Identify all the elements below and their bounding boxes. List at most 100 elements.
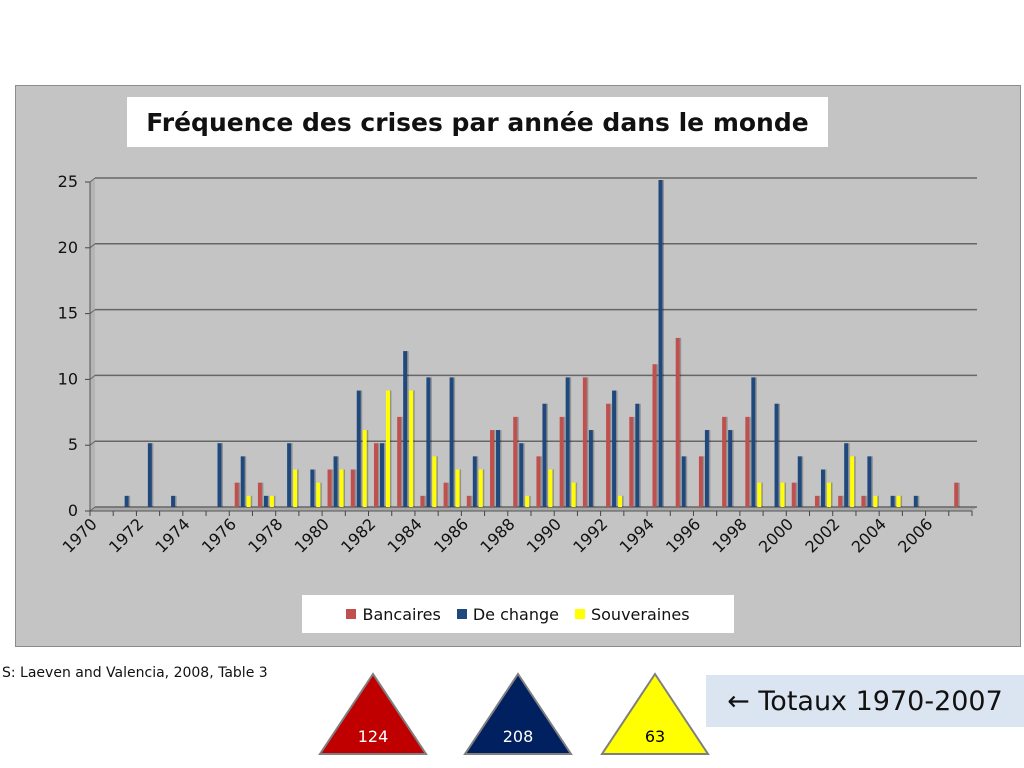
bar-shadow-bancaires <box>679 337 682 507</box>
bar-bancaires <box>327 469 332 507</box>
bar-shadow-bancaires <box>261 482 264 507</box>
bar-shadow-de-change <box>523 443 525 507</box>
legend-swatch-de-change <box>456 609 467 619</box>
x-tick-label: 2006 <box>894 514 936 556</box>
bar-shadow-souveraines <box>482 469 485 507</box>
x-tick-label: 1982 <box>337 514 379 556</box>
bar-de-change <box>310 469 315 507</box>
total-value-souveraines: 63 <box>644 727 666 746</box>
bar-bancaires <box>652 364 657 507</box>
bar-de-change <box>913 495 918 507</box>
bar-shadow-de-change <box>151 443 154 507</box>
bar-shadow-de-change <box>291 443 293 507</box>
x-tick-label: 2002 <box>801 514 843 556</box>
legend-swatch-souveraines <box>574 609 585 619</box>
bar-bancaires <box>490 430 495 507</box>
bar-shadow-bancaires <box>702 456 705 507</box>
bar-shadow-de-change <box>267 495 270 507</box>
x-tick-label: 1998 <box>708 514 750 556</box>
bar-souveraines <box>385 390 390 507</box>
bar-de-change <box>217 443 222 507</box>
bar-de-change <box>844 443 849 507</box>
bar-de-change <box>240 456 245 507</box>
bar-shadow-bancaires <box>795 482 798 507</box>
bar-shadow-bancaires <box>447 482 450 507</box>
bar-souveraines <box>873 495 878 507</box>
totals-label: ← Totaux 1970-2007 <box>727 685 1003 717</box>
bar-shadow-bancaires <box>238 482 241 507</box>
bar-shadow-bancaires <box>633 416 635 507</box>
bar-shadow-de-change <box>337 456 340 507</box>
legend-label-souveraines: Souveraines <box>590 604 690 624</box>
bar-de-change <box>588 430 593 507</box>
bar-de-change <box>147 443 152 507</box>
bar-shadow-de-change <box>848 443 850 507</box>
y-tick-label: 10 <box>58 369 78 388</box>
bar-shadow-bancaires <box>401 416 403 507</box>
bar-souveraines <box>246 495 251 507</box>
x-tick-label: 1974 <box>151 514 193 556</box>
bar-shadow-bancaires <box>494 430 496 507</box>
legend-label-de-change: De change <box>472 604 559 624</box>
total-value-de-change: 208 <box>502 727 534 746</box>
bar-shadow-bancaires <box>424 495 426 507</box>
bar-bancaires <box>838 495 843 507</box>
bar-shadow-bancaires <box>610 403 612 507</box>
bar-shadow-souveraines <box>552 469 554 507</box>
bar-shadow-souveraines <box>900 495 903 507</box>
bar-bancaires <box>629 416 634 507</box>
bar-de-change <box>263 495 268 507</box>
x-tick-label: 1992 <box>569 514 611 556</box>
bar-bancaires <box>954 482 959 507</box>
plot-area <box>90 182 972 511</box>
bar-shadow-de-change <box>592 430 595 507</box>
legend-item-bancaires: Bancaires <box>346 605 441 624</box>
bar-de-change <box>356 390 361 507</box>
bar-souveraines <box>757 482 762 507</box>
bar-de-change <box>797 456 802 507</box>
source-note: S: Laeven and Valencia, 2008, Table 3 <box>2 665 268 681</box>
bar-de-change <box>287 443 292 507</box>
bar-de-change <box>333 456 338 507</box>
bar-shadow-souveraines <box>320 482 322 507</box>
bar-shadow-de-change <box>128 495 131 507</box>
bar-souveraines <box>293 469 298 507</box>
bar-shadow-bancaires <box>958 482 960 507</box>
bar-shadow-bancaires <box>331 469 334 507</box>
bar-de-change <box>635 403 640 507</box>
x-tick-label: 1970 <box>59 514 101 556</box>
bar-shadow-bancaires <box>586 377 589 507</box>
bar-souveraines <box>850 456 855 507</box>
bar-shadow-de-change <box>221 443 223 507</box>
x-tick-label: 1988 <box>476 514 518 556</box>
bar-de-change <box>820 469 825 507</box>
bar-de-change <box>704 430 709 507</box>
bar-de-change <box>751 377 756 507</box>
bar-shadow-de-change <box>244 456 247 507</box>
legend-swatch-bancaires <box>346 609 357 619</box>
y-tick-label: 20 <box>58 238 78 257</box>
bar-bancaires <box>513 416 518 507</box>
bar-bancaires <box>397 416 402 507</box>
bar-de-change <box>542 403 547 507</box>
gridline-depth <box>89 375 96 380</box>
gridline-depth <box>89 243 96 249</box>
bar-de-change <box>496 430 501 507</box>
bar-shadow-de-change <box>314 469 316 507</box>
bar-shadow-bancaires <box>842 495 844 507</box>
bar-bancaires <box>745 416 750 507</box>
bar-souveraines <box>362 430 367 507</box>
bar-bancaires <box>582 377 587 507</box>
bar-souveraines <box>478 469 483 507</box>
bar-shadow-de-change <box>360 390 363 507</box>
x-tick-label: 1980 <box>291 514 333 556</box>
bar-shadow-de-change <box>407 351 409 507</box>
totals-label-box: ← Totaux 1970-2007 <box>706 675 1024 727</box>
chart-title: Fréquence des crises par année dans le m… <box>146 107 809 137</box>
bar-bancaires <box>722 416 727 507</box>
bar-shadow-souveraines <box>459 469 462 507</box>
chart-legend: Bancaires De change Souveraines <box>302 595 734 633</box>
bar-bancaires <box>373 443 378 507</box>
bar-shadow-bancaires <box>540 456 542 507</box>
